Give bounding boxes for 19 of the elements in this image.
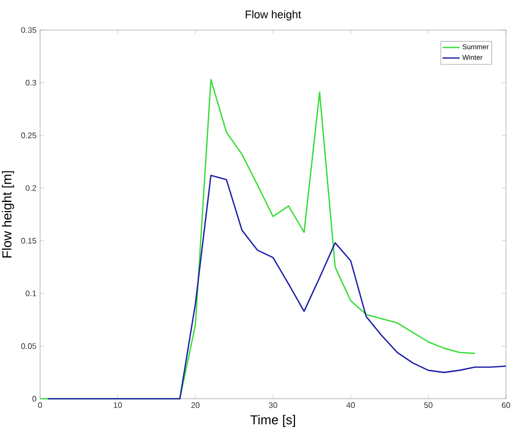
x-tick-label: 60: [502, 402, 510, 408]
x-axis-title: Time [s]: [250, 414, 295, 428]
y-tick-label: 0: [32, 396, 36, 402]
y-axis-title: Flow height [m]: [2, 171, 14, 258]
x-tick-label: 0: [38, 402, 42, 408]
y-tick-label: 0.3: [26, 80, 36, 86]
y-tick-label: 0.25: [21, 132, 36, 138]
x-tick-label: 10: [114, 402, 122, 408]
y-tick-label: 0.15: [21, 238, 36, 244]
x-tick-label: 50: [424, 402, 432, 408]
x-tick-label: 20: [191, 402, 200, 408]
line-series: [47, 174, 507, 400]
x-tick-label: 40: [346, 402, 355, 408]
y-tick-label: 0.05: [21, 343, 36, 349]
x-tick-label: 30: [268, 402, 278, 408]
y-tick-label: 0.1: [26, 290, 36, 296]
y-tick-label: 0.2: [26, 185, 36, 191]
chart-title: Flow height: [246, 10, 302, 21]
y-tick-label: 0.35: [21, 27, 36, 33]
